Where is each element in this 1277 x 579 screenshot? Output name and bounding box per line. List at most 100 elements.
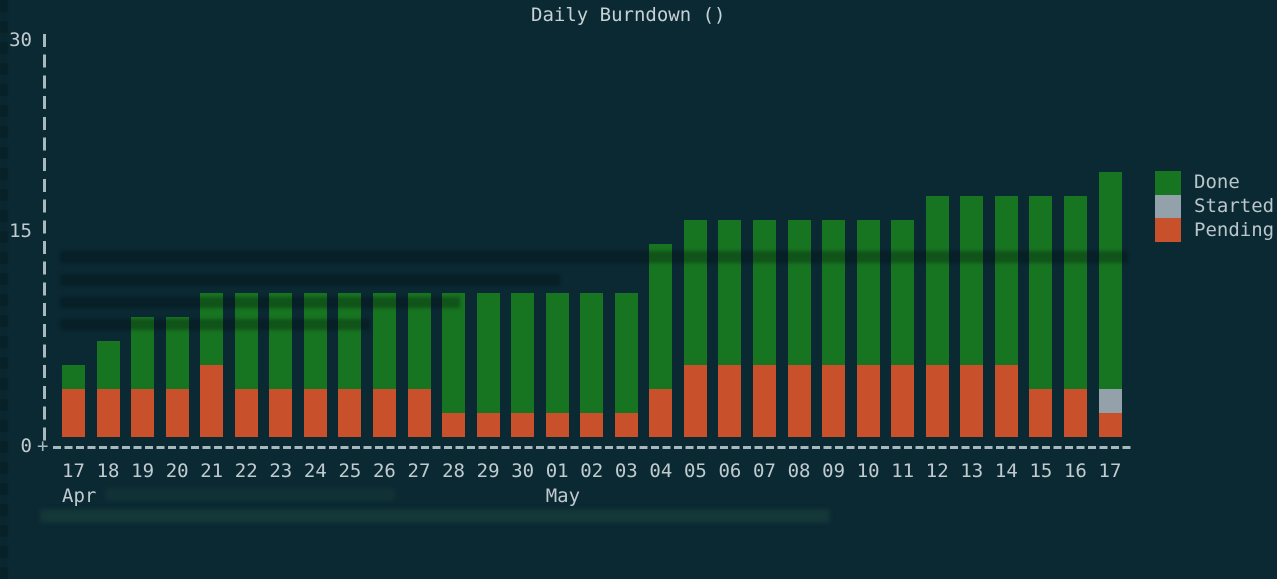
bar-01-14 bbox=[545, 292, 569, 438]
bar-segment-pending bbox=[234, 389, 258, 438]
bar-segment-done bbox=[62, 365, 85, 390]
x-tick-label: 14 bbox=[994, 460, 1018, 482]
x-tick-label: 01 bbox=[545, 460, 569, 482]
x-tick-label: 25 bbox=[338, 460, 362, 482]
bar-14-27 bbox=[994, 196, 1018, 438]
bar-segment-done bbox=[649, 244, 673, 390]
bar-03-16 bbox=[614, 292, 638, 438]
bar-26-9 bbox=[372, 292, 396, 438]
x-tick-label: 17 bbox=[1098, 460, 1122, 482]
bar-segment-done bbox=[269, 292, 293, 390]
bar-15-28 bbox=[1029, 196, 1053, 438]
bar-segment-pending bbox=[925, 365, 949, 438]
axis-origin-glyph: + bbox=[37, 435, 49, 457]
bar-segment-pending bbox=[614, 413, 638, 438]
x-tick-label: 05 bbox=[683, 460, 707, 482]
legend-label-pending: Pending bbox=[1194, 218, 1275, 241]
bar-segment-pending bbox=[1029, 389, 1053, 438]
bar-segment-pending bbox=[649, 389, 673, 438]
bar-segment-pending bbox=[476, 413, 500, 438]
legend-row-started: Started bbox=[1155, 194, 1274, 219]
x-tick-label: 29 bbox=[476, 460, 500, 482]
x-tick-label: 19 bbox=[131, 460, 155, 482]
bar-segment-pending bbox=[303, 389, 327, 438]
bar-05-18 bbox=[683, 220, 707, 438]
y-axis-tick-30: 30 bbox=[9, 29, 32, 51]
legend-swatch-started bbox=[1155, 194, 1181, 219]
legend-swatch-pending bbox=[1155, 218, 1181, 243]
bar-27-10 bbox=[407, 292, 431, 438]
bar-segment-pending bbox=[407, 389, 431, 438]
bar-segment-pending bbox=[96, 389, 120, 438]
legend-row-done: Done bbox=[1155, 171, 1274, 195]
bar-segment-done bbox=[891, 220, 915, 366]
legend-swatch-done bbox=[1155, 171, 1181, 195]
x-tick-label: 07 bbox=[753, 460, 776, 482]
bar-segment-pending bbox=[165, 389, 189, 438]
bar-segment-done bbox=[718, 220, 742, 366]
bar-07-20 bbox=[753, 220, 776, 438]
bar-25-8 bbox=[338, 292, 362, 438]
x-tick-label: 28 bbox=[442, 460, 465, 482]
bar-02-15 bbox=[580, 292, 604, 438]
bar-segment-pending bbox=[960, 365, 984, 438]
bar-segment-done bbox=[442, 292, 466, 414]
bar-segment-pending bbox=[442, 413, 466, 438]
x-tick-label: 24 bbox=[303, 460, 327, 482]
bar-segment-pending bbox=[580, 413, 604, 438]
bar-30-13 bbox=[511, 292, 535, 438]
bar-19-2 bbox=[131, 316, 155, 438]
x-tick-label: 09 bbox=[822, 460, 846, 482]
bar-segment-done bbox=[131, 316, 155, 390]
bar-segment-done bbox=[476, 292, 500, 414]
footer-stats: Net Fix Rate: 0.1/d Estimated completion… bbox=[38, 532, 473, 579]
x-tick-label: 23 bbox=[269, 460, 293, 482]
bar-segment-done bbox=[1063, 196, 1087, 390]
bar-segment-pending bbox=[200, 365, 224, 438]
x-tick-label: 17 bbox=[62, 460, 85, 482]
bar-18-1 bbox=[96, 340, 120, 438]
bar-segment-pending bbox=[511, 413, 535, 438]
x-tick-label: 10 bbox=[856, 460, 880, 482]
bar-segment-pending bbox=[1063, 389, 1087, 438]
x-tick-label: 20 bbox=[165, 460, 189, 482]
bar-06-19 bbox=[718, 220, 742, 438]
month-label-apr: Apr bbox=[62, 485, 97, 507]
bar-17-0 bbox=[62, 365, 85, 438]
bar-segment-done bbox=[511, 292, 535, 414]
legend-row-pending: Pending bbox=[1155, 218, 1275, 243]
bar-segment-pending bbox=[787, 365, 811, 438]
bar-segment-pending bbox=[545, 413, 569, 438]
bar-segment-done bbox=[753, 220, 776, 366]
bar-segment-done bbox=[1098, 171, 1122, 390]
x-axis-line bbox=[53, 446, 1133, 449]
bar-24-7 bbox=[303, 292, 327, 438]
x-tick-label: 21 bbox=[200, 460, 224, 482]
bar-22-5 bbox=[234, 292, 258, 438]
x-tick-label: 06 bbox=[718, 460, 742, 482]
x-tick-label: 26 bbox=[372, 460, 396, 482]
bar-segment-started bbox=[1098, 389, 1122, 414]
bar-21-4 bbox=[200, 292, 224, 438]
bar-segment-pending bbox=[683, 365, 707, 438]
bar-12-25 bbox=[925, 196, 949, 438]
bar-segment-pending bbox=[1098, 413, 1122, 438]
bar-13-26 bbox=[960, 196, 984, 438]
legend: Done Started Pending bbox=[1155, 171, 1275, 243]
bar-segment-done bbox=[614, 292, 638, 414]
x-tick-label: 15 bbox=[1029, 460, 1053, 482]
y-axis-line bbox=[43, 34, 46, 446]
bar-17-30 bbox=[1098, 171, 1122, 438]
bar-segment-done bbox=[960, 196, 984, 366]
bar-segment-done bbox=[303, 292, 327, 390]
bar-segment-done bbox=[925, 196, 949, 366]
legend-label-done: Done bbox=[1194, 171, 1240, 194]
bar-09-22 bbox=[822, 220, 846, 438]
x-tick-label: 13 bbox=[960, 460, 984, 482]
bar-segment-done bbox=[96, 340, 120, 390]
bar-segment-pending bbox=[131, 389, 155, 438]
bar-segment-pending bbox=[822, 365, 846, 438]
bar-segment-pending bbox=[891, 365, 915, 438]
bar-segment-done bbox=[1029, 196, 1053, 390]
